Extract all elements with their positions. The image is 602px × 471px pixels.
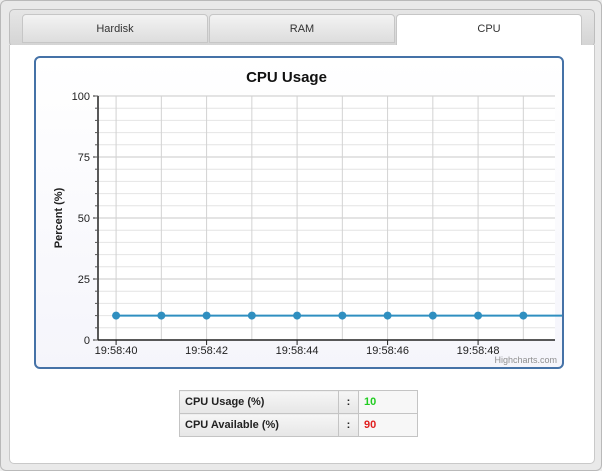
chart-credits: Highcharts.com bbox=[494, 355, 557, 365]
data-point bbox=[112, 311, 121, 320]
tab-cpu[interactable]: CPU bbox=[396, 14, 582, 46]
tab-bar: Hardisk RAM CPU bbox=[9, 9, 595, 47]
separator: : bbox=[338, 390, 359, 414]
data-point bbox=[157, 311, 166, 320]
separator: : bbox=[338, 413, 359, 437]
data-point bbox=[247, 311, 256, 320]
y-tick-label: 75 bbox=[78, 152, 90, 164]
cpu-available-label: CPU Available (%) bbox=[179, 413, 339, 437]
cpu-usage-chart: 0 25 50 75 100 19:58:40 19:58:42 19:58:44 19:58:… bbox=[34, 56, 564, 369]
data-point bbox=[428, 311, 437, 320]
chart-title: CPU Usage bbox=[246, 69, 327, 86]
x-tick-label: 19:58:46 bbox=[366, 345, 409, 357]
y-tick-label: 50 bbox=[78, 213, 90, 225]
cpu-stats-table: CPU Usage (%) : 10 CPU Available (%) : 9… bbox=[179, 390, 418, 437]
data-point bbox=[519, 311, 528, 320]
y-tick-label: 0 bbox=[84, 335, 90, 347]
table-row: CPU Usage (%) : 10 bbox=[179, 390, 418, 414]
data-point bbox=[202, 311, 211, 320]
y-axis-label: Percent (%) bbox=[53, 187, 65, 248]
x-tick-label: 19:58:40 bbox=[95, 345, 138, 357]
data-point bbox=[383, 311, 392, 320]
cpu-usage-label: CPU Usage (%) bbox=[179, 390, 339, 414]
data-point bbox=[338, 311, 347, 320]
cpu-available-value: 90 bbox=[358, 413, 418, 437]
x-tick-label: 19:58:44 bbox=[276, 345, 319, 357]
tab-hardisk[interactable]: Hardisk bbox=[22, 14, 208, 43]
tab-ram[interactable]: RAM bbox=[209, 14, 395, 43]
data-point bbox=[293, 311, 302, 320]
x-tick-label: 19:58:42 bbox=[185, 345, 228, 357]
table-row: CPU Available (%) : 90 bbox=[179, 413, 418, 437]
y-tick-label: 25 bbox=[78, 274, 90, 286]
y-tick-label: 100 bbox=[72, 91, 90, 103]
x-tick-label: 19:58:48 bbox=[457, 345, 500, 357]
cpu-usage-value: 10 bbox=[358, 390, 418, 414]
data-point bbox=[474, 311, 483, 320]
chart-svg: 0 25 50 75 100 19:58:40 19:58:42 19:58:44 19:58:… bbox=[53, 69, 562, 365]
